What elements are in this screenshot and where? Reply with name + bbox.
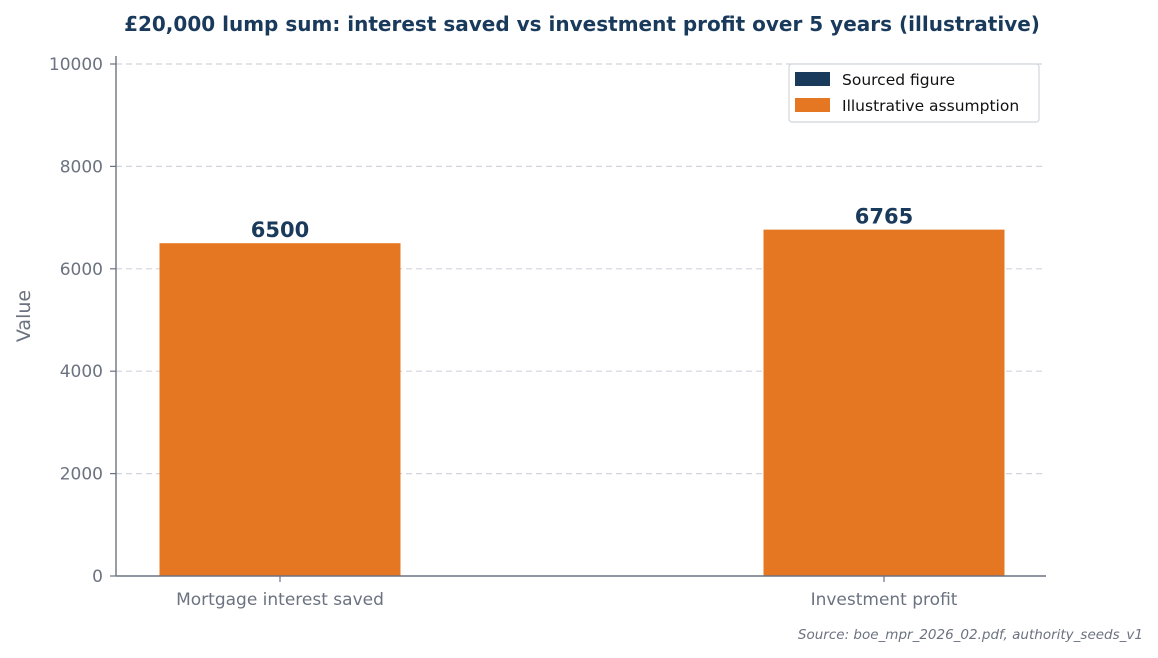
data-label: 6500 — [251, 218, 309, 242]
y-axis-label: Value — [13, 290, 35, 342]
data-label: 6765 — [855, 205, 913, 229]
legend-swatch — [795, 98, 830, 112]
legend-swatch — [795, 72, 830, 86]
y-tick-label: 8000 — [60, 157, 103, 177]
bars: 6500 6765 — [159, 205, 1005, 576]
x-tick-label: Investment profit — [811, 590, 958, 610]
y-tick-label: 10000 — [49, 55, 103, 75]
y-tick-label: 0 — [92, 567, 103, 587]
axes: 0 2000 4000 6000 8000 10000 Mortgage interest … — [49, 55, 1046, 610]
source-note: Source: boe_mpr_2026_02.pdf, authority_s… — [798, 627, 1143, 643]
chart-title: £20,000 lump sum: interest saved vs inve… — [124, 12, 1040, 36]
legend: Sourced figure Illustrative assumption — [788, 63, 1040, 123]
x-tick-label: Mortgage interest saved — [176, 590, 384, 610]
y-tick-label: 6000 — [60, 260, 103, 280]
bar — [763, 229, 1005, 576]
y-tick-label: 2000 — [60, 465, 103, 485]
bar — [159, 243, 401, 576]
legend-box — [788, 63, 1040, 123]
legend-entry: Sourced figure — [842, 71, 955, 89]
legend-entry: Illustrative assumption — [842, 97, 1019, 115]
y-tick-label: 4000 — [60, 362, 103, 382]
